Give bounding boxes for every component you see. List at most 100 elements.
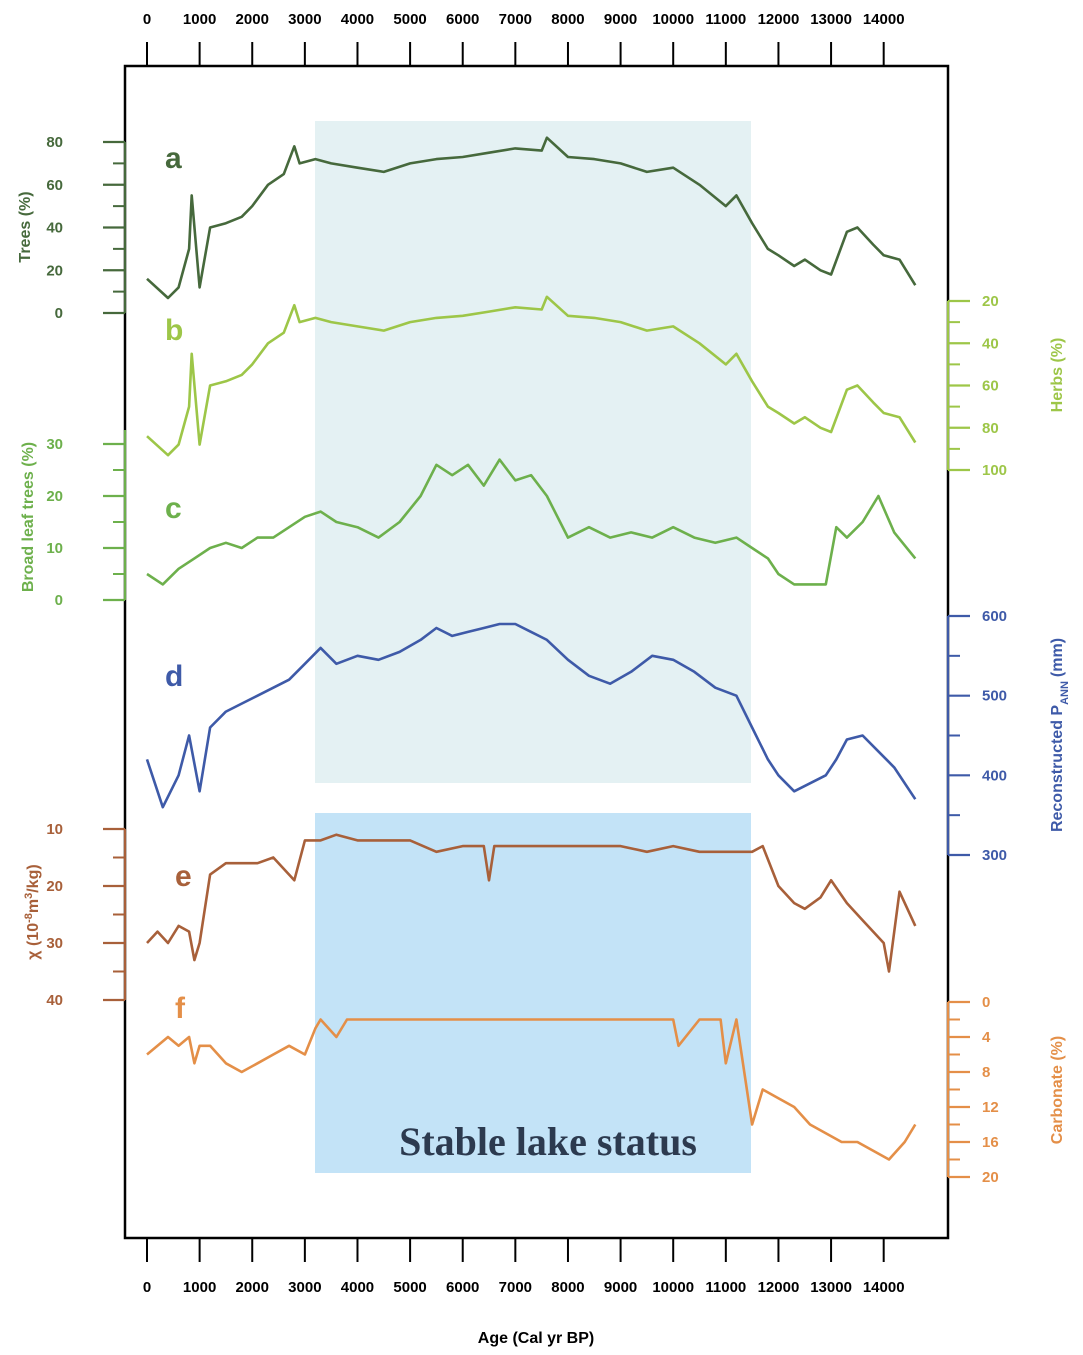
y-tick-label-a: 80 (46, 134, 63, 151)
y-tick-label-b: 40 (982, 335, 999, 352)
y-axis-title-a: Trees (%) (17, 191, 34, 262)
y-axis-title-d: Reconstructed PANN (mm) (1049, 638, 1071, 832)
y-tick-label-b: 80 (982, 420, 999, 437)
y-tick-label-e: 30 (46, 935, 63, 952)
x-tick-label-top: 14000 (863, 11, 905, 28)
y-axis-title-main-b: Herbs (%) (1049, 338, 1066, 413)
y-axis-b: 20 40 60 80 100 Herbs (%) (946, 293, 1066, 479)
series-line-d (145, 622, 917, 809)
x-tick-label-top: 10000 (652, 11, 694, 28)
x-tick-label-top: 13000 (810, 11, 852, 28)
panel-letter-d: d (165, 660, 183, 693)
y-axis-title-e: χ (10-8m3/kg) (23, 864, 42, 959)
panel-letter-a: a (165, 142, 182, 175)
x-tick-label-bottom: 6000 (446, 1279, 479, 1296)
panel-letter-e: e (175, 860, 192, 893)
x-tick-label-bottom: 2000 (236, 1279, 269, 1296)
y-axis-title-f: Carbonate (%) (1049, 1036, 1066, 1144)
shade-upper (315, 121, 751, 783)
y-tick-label-a: 40 (46, 220, 63, 237)
x-tick-label-top: 1000 (183, 11, 216, 28)
series-line-e (146, 833, 917, 973)
shade-lower (315, 813, 751, 1173)
y-tick-label-a: 20 (46, 262, 63, 279)
annotation-stable-lake: Stable lake status (399, 1119, 697, 1164)
y-tick-label-f: 4 (982, 1029, 991, 1046)
y-axis-title-main-a: Trees (%) (17, 191, 34, 262)
y-tick-label-c: 0 (55, 592, 63, 609)
y-tick-label-d: 500 (982, 688, 1007, 705)
y-tick-label-b: 20 (982, 293, 999, 310)
x-tick-label-top: 12000 (758, 11, 800, 28)
y-tick-label-d: 400 (982, 767, 1007, 784)
x-tick-label-top: 4000 (341, 11, 374, 28)
x-tick-label-bottom: 12000 (758, 1279, 800, 1296)
y-tick-label-b: 60 (982, 378, 999, 395)
y-tick-label-a: 0 (55, 305, 63, 322)
y-axis-title-tail-e: /kg) (25, 864, 42, 892)
y-axis-title-sup-e: -8 (23, 913, 35, 923)
x-tick-label-top: 8000 (551, 11, 584, 28)
y-tick-label-c: 30 (46, 436, 63, 453)
series-line-c (146, 458, 917, 586)
panel-letter-b: b (165, 314, 183, 347)
y-tick-label-d: 300 (982, 847, 1007, 864)
y-axis-title-main-e: χ (10 (25, 923, 42, 960)
y-tick-label-a: 60 (46, 177, 63, 194)
x-tick-label-top: 7000 (499, 11, 532, 28)
y-tick-label-e: 20 (46, 878, 63, 895)
y-axis-title-unit-d: (mm) (1049, 638, 1066, 677)
series-line-a (146, 136, 917, 300)
x-tick-label-bottom: 3000 (288, 1279, 321, 1296)
x-tick-label-bottom: 4000 (341, 1279, 374, 1296)
x-tick-label-bottom: 14000 (863, 1279, 905, 1296)
x-tick-label-bottom: 0 (143, 1279, 151, 1296)
y-tick-label-e: 10 (46, 821, 63, 838)
x-tick-label-bottom: 10000 (652, 1279, 694, 1296)
y-axis-title-sub-d: ANN (1059, 681, 1071, 705)
y-tick-label-b: 100 (982, 462, 1007, 479)
y-tick-label-d: 600 (982, 608, 1007, 625)
x-tick-label-top: 9000 (604, 11, 637, 28)
x-axis-bottom: 0 1000 2000 3000 4000 5000 6000 7000 8000 9000 100… (143, 1238, 905, 1296)
x-tick-label-top: 11000 (705, 11, 746, 28)
y-axis-d: 300 400 500 600 Reconstructed PANN (mm) (946, 608, 1071, 864)
y-tick-label-f: 8 (982, 1064, 990, 1081)
panel-letter-c: c (165, 492, 182, 525)
y-tick-label-f: 16 (982, 1134, 999, 1151)
y-axis-e: 10 20 30 40 χ (10-8m3/kg) (23, 821, 127, 1009)
y-axis-title-c: Broad leaf trees (%) (20, 442, 37, 592)
x-tick-label-top: 2000 (236, 11, 269, 28)
y-tick-label-f: 12 (982, 1099, 999, 1116)
x-tick-label-top: 5000 (393, 11, 426, 28)
x-axis-top: 0 1000 2000 3000 4000 5000 6000 7000 8000 9000 100… (143, 11, 905, 66)
y-tick-label-f: 0 (982, 994, 990, 1011)
y-axis-a: 0 20 40 60 80 Trees (%) (17, 134, 127, 322)
x-tick-label-bottom: 8000 (551, 1279, 584, 1296)
y-tick-label-f: 20 (982, 1169, 999, 1186)
x-tick-label-bottom: 5000 (393, 1279, 426, 1296)
x-tick-label-bottom: 9000 (604, 1279, 637, 1296)
series-line-f (146, 1018, 917, 1161)
y-tick-label-c: 10 (46, 540, 63, 557)
y-axis-c: 0 10 20 30 Broad leaf trees (%) (20, 430, 127, 609)
y-axis-title-main-d: Reconstructed P (1049, 705, 1066, 832)
panel-letter-f: f (175, 992, 186, 1025)
x-axis-title: Age (Cal yr BP) (478, 1330, 594, 1347)
x-tick-label-bottom: 11000 (705, 1279, 746, 1296)
series-layer: a b c d e f (145, 136, 917, 1161)
x-tick-label-bottom: 13000 (810, 1279, 852, 1296)
y-axis-title-sup2-e: 3 (23, 893, 35, 899)
y-axis-title-main-f: Carbonate (%) (1049, 1036, 1066, 1144)
x-tick-label-top: 3000 (288, 11, 321, 28)
x-tick-label-top: 6000 (446, 11, 479, 28)
x-tick-label-bottom: 7000 (499, 1279, 532, 1296)
y-tick-label-c: 20 (46, 488, 63, 505)
y-axis-title-main-c: Broad leaf trees (%) (20, 442, 37, 592)
y-axis-title-b: Herbs (%) (1049, 338, 1066, 413)
series-line-b (146, 295, 917, 457)
y-tick-label-e: 40 (46, 992, 63, 1009)
y-axis-f: 0 4 8 12 16 20 Carbonate (%) (946, 994, 1066, 1186)
